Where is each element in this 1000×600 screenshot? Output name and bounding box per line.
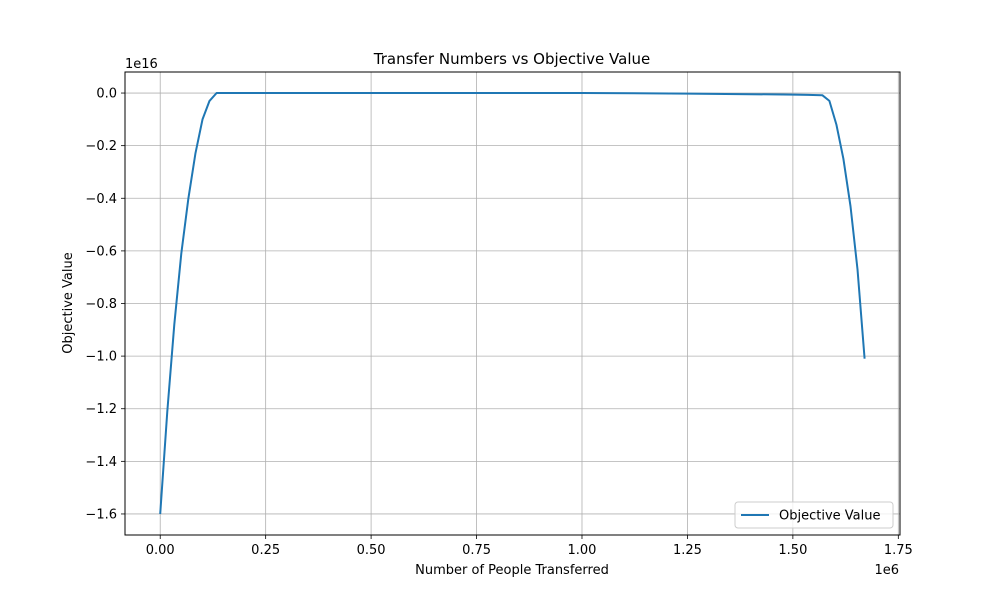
y-tick-label: 0.0 (96, 87, 117, 102)
legend-box (734, 501, 894, 529)
x-tick-label: 1.00 (568, 543, 597, 558)
y-tick-label: −0.4 (85, 192, 117, 207)
x-tick-label: 0.50 (357, 543, 386, 558)
y-tick-label: −0.8 (85, 297, 117, 312)
x-tick-label: 1.75 (884, 543, 913, 558)
y-tick-label: −0.2 (85, 139, 117, 154)
x-tick-label: 0.00 (146, 543, 175, 558)
grid-layer (125, 72, 900, 535)
x-axis-label: Number of People Transferred (415, 563, 609, 578)
series-line-objective-value (159, 92, 866, 515)
x-tick-label: 1.25 (673, 543, 702, 558)
x-axis-offset-label: 1e6 (874, 563, 899, 578)
legend: Objective Value (734, 501, 894, 529)
y-tick-label: −0.6 (85, 244, 117, 259)
y-tick-label: −1.0 (85, 350, 117, 365)
x-tick-label: 1.50 (778, 543, 807, 558)
legend-label: Objective Value (779, 509, 880, 524)
y-tick-label: −1.6 (85, 507, 117, 522)
chart-title: Transfer Numbers vs Objective Value (373, 50, 650, 68)
y-axis-offset-label: 1e16 (125, 57, 158, 72)
x-tick-label: 0.25 (251, 543, 280, 558)
x-tick-label: 0.75 (462, 543, 491, 558)
y-axis-label: Objective Value (61, 252, 76, 353)
y-tick-label: −1.4 (85, 455, 117, 470)
y-tick-label: −1.2 (85, 402, 117, 417)
series-layer (159, 92, 866, 515)
tick-layer: 0.00 0.25 0.50 0.75 1.00 1.25 1.50 1.75 0.0 −0.2 −… (85, 87, 912, 558)
